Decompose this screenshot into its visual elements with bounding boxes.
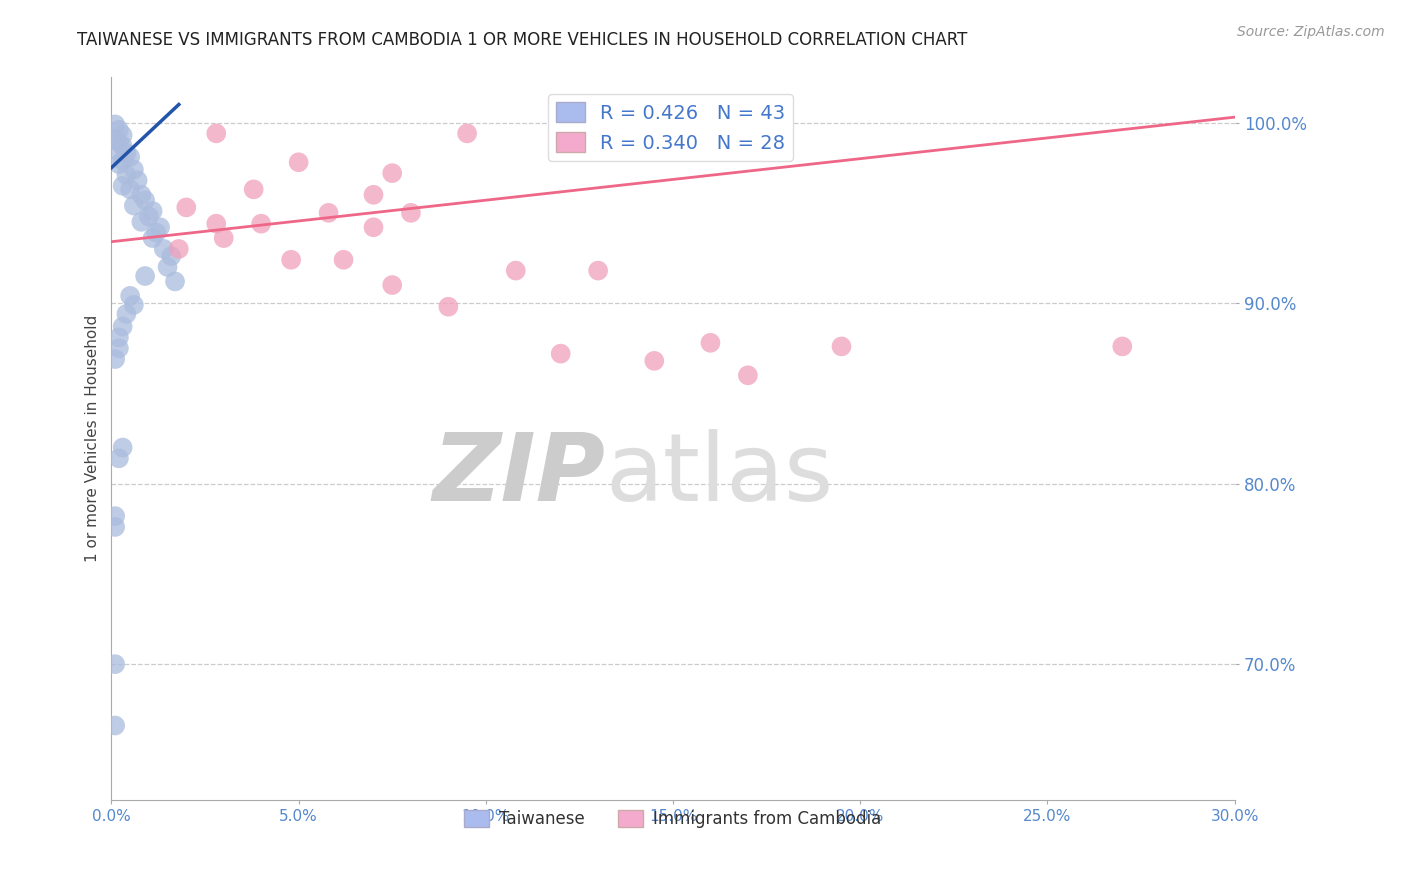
Point (108, 136, 131, 150)
Point (111, 441, 134, 455)
Point (122, 162, 145, 177)
Point (167, 242, 190, 256)
Point (134, 193, 156, 207)
Point (111, 153, 134, 168)
Point (120, 182, 142, 196)
Point (145, 226, 167, 240)
Point (280, 252, 302, 267)
Point (108, 157, 131, 171)
Point (104, 520, 127, 534)
Point (287, 155, 309, 169)
Point (174, 201, 197, 215)
Point (138, 210, 160, 224)
Point (108, 330, 131, 344)
Y-axis label: 1 or more Vehicles in Household: 1 or more Vehicles in Household (86, 315, 100, 562)
Point (108, 123, 131, 137)
Point (104, 718, 127, 732)
Point (111, 128, 134, 143)
Point (699, 335, 721, 350)
Point (332, 252, 354, 267)
Point (115, 146, 138, 161)
Point (242, 182, 264, 196)
Point (550, 346, 572, 360)
Point (399, 206, 422, 220)
Point (104, 657, 127, 672)
Point (160, 249, 183, 263)
Point (111, 139, 134, 153)
Point (127, 173, 149, 187)
Point (156, 260, 179, 274)
Point (142, 204, 165, 219)
Point (381, 166, 404, 180)
Point (115, 307, 138, 321)
Point (681, 127, 703, 141)
Text: Source: ZipAtlas.com: Source: ZipAtlas.com (1237, 25, 1385, 39)
Point (363, 187, 385, 202)
Point (122, 199, 145, 213)
Point (153, 242, 176, 256)
Point (104, 143, 127, 157)
Point (586, 263, 609, 277)
Point (134, 268, 156, 283)
Point (149, 220, 172, 235)
Point (381, 278, 404, 293)
Point (104, 132, 127, 146)
Point (212, 231, 235, 245)
Point (104, 509, 127, 524)
Point (111, 319, 134, 334)
Legend: Taiwanese, Immigrants from Cambodia: Taiwanese, Immigrants from Cambodia (458, 803, 889, 835)
Point (131, 187, 153, 202)
Point (142, 231, 165, 245)
Point (363, 220, 385, 235)
Text: TAIWANESE VS IMMIGRANTS FROM CAMBODIA 1 OR MORE VEHICLES IN HOUSEHOLD CORRELATIO: TAIWANESE VS IMMIGRANTS FROM CAMBODIA 1 … (77, 31, 967, 49)
Point (131, 215, 153, 229)
Point (831, 339, 853, 353)
Point (120, 150, 142, 164)
Point (115, 168, 138, 182)
Point (122, 298, 145, 312)
Point (505, 263, 527, 277)
Point (104, 352, 127, 367)
Point (165, 275, 187, 289)
Point (104, 117, 127, 131)
Text: ZIP: ZIP (433, 428, 606, 521)
Text: atlas: atlas (606, 428, 834, 521)
Point (1111, 339, 1133, 353)
Point (456, 127, 478, 141)
Point (108, 451, 131, 466)
Point (737, 368, 759, 383)
Point (250, 217, 273, 231)
Point (437, 300, 460, 314)
Point (205, 127, 228, 141)
Point (111, 178, 134, 193)
Point (120, 289, 142, 303)
Point (643, 354, 665, 368)
Point (205, 217, 228, 231)
Point (318, 206, 340, 220)
Point (108, 341, 131, 355)
